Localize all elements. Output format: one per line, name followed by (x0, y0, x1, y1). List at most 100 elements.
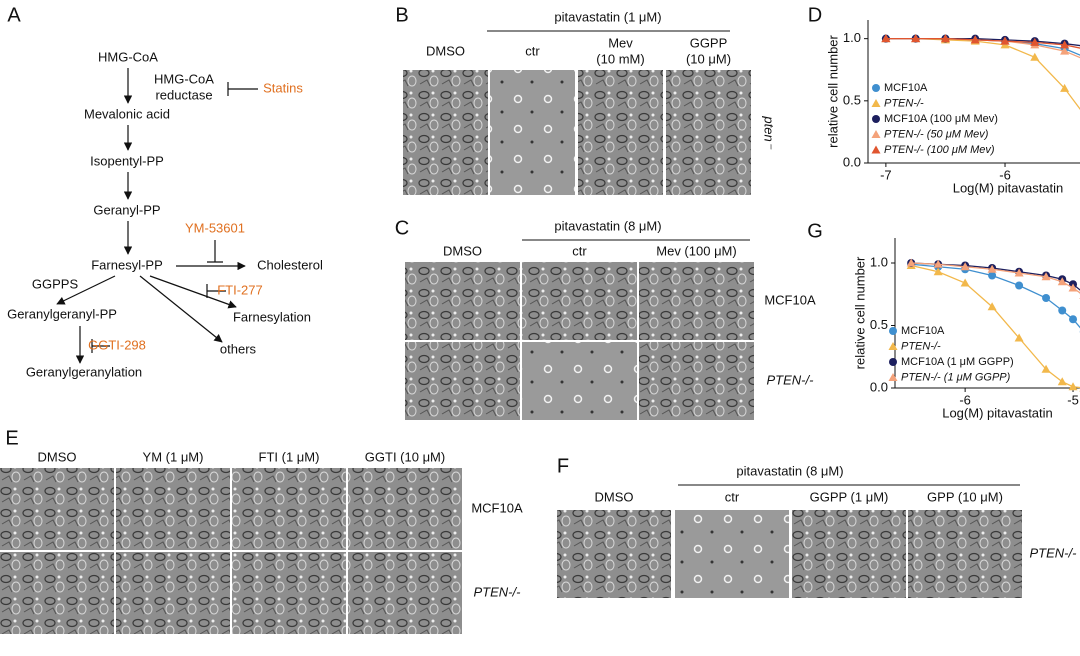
x-tick-label: -7 (880, 167, 892, 182)
pathway-node: others (220, 341, 257, 356)
legend-marker (888, 373, 898, 381)
legend-marker (871, 99, 881, 107)
enzyme-label: HMG-CoA (154, 71, 214, 86)
data-point (1014, 333, 1024, 342)
legend-entry: MCF10A (1 μM GGPP) (901, 356, 1014, 368)
y-tick-label: 0.0 (870, 379, 888, 394)
inhibitor-label: YM-53601 (185, 220, 245, 235)
inhibition-bar (227, 82, 258, 96)
x-tick-label: -6 (999, 167, 1011, 182)
pathway-node: HMG-CoA (98, 49, 158, 64)
micrograph (116, 468, 230, 550)
data-point (1042, 294, 1051, 302)
panel-label: F (557, 455, 569, 477)
pathway-node: Geranyl-PP (93, 202, 160, 217)
legend-entry: PTEN-/- (901, 340, 941, 352)
y-axis-label: relative cell number (852, 256, 867, 369)
data-point (1015, 281, 1024, 290)
column-label: GGTI (10 μM) (365, 449, 445, 464)
row-label: MCF10A (764, 292, 816, 307)
panel-label: G (807, 220, 823, 242)
panel-label: D (808, 4, 822, 26)
inhibition-bar (91, 339, 110, 353)
legend-marker (871, 145, 881, 154)
data-point (1060, 46, 1070, 55)
pathway-diagram (56, 68, 258, 364)
data-point (1068, 382, 1078, 391)
y-tick-label: 0.5 (870, 317, 888, 332)
data-point (987, 302, 997, 311)
data-point (881, 34, 891, 43)
column-label: (10 μM) (686, 51, 731, 66)
y-axis-label: relative cell number (825, 34, 840, 147)
column-label: DMSO (595, 489, 634, 504)
data-point (1030, 37, 1040, 46)
inhibition-bar (206, 284, 226, 298)
x-tick-label: -6 (959, 392, 971, 407)
micrograph (116, 552, 230, 634)
micrograph (792, 510, 906, 598)
column-label: ctr (525, 43, 540, 58)
treatment-label: pitavastatin (1 μM) (554, 9, 661, 24)
treatment-label: pitavastatin (8 μM) (554, 218, 661, 233)
legend-entry: PTEN-/- (100 μM Mev) (884, 144, 995, 156)
data-point (911, 34, 921, 43)
column-label: Mev (608, 35, 633, 50)
legend-entry: MCF10A (100 μM Mev) (884, 113, 998, 125)
micrograph (0, 468, 114, 550)
y-tick-label: 0.0 (843, 154, 861, 169)
micrograph (405, 262, 520, 340)
panel-label: B (395, 4, 408, 26)
panel-label: E (5, 427, 18, 449)
pathway-node: Farnesylation (233, 309, 311, 324)
inhibitor-label: GGTI-298 (88, 337, 146, 352)
enzyme-label: GGPPS (32, 276, 79, 291)
legend-marker (872, 115, 880, 123)
inhibitor-label: FTI-277 (217, 282, 263, 297)
micrograph (666, 70, 751, 195)
row-label: pten⁻ (762, 115, 777, 149)
column-label: DMSO (426, 43, 465, 58)
arrow (56, 275, 116, 305)
data-point (1030, 52, 1040, 61)
y-tick-label: 0.5 (843, 92, 861, 107)
arrow (149, 275, 237, 309)
y-tick-label: 1.0 (843, 30, 861, 45)
pathway-node: Farnesyl-PP (91, 257, 163, 272)
data-point (1060, 83, 1070, 92)
micrograph (639, 342, 754, 420)
y-tick-label: 1.0 (870, 254, 888, 269)
column-label: GPP (10 μM) (927, 489, 1003, 504)
data-point (1000, 36, 1010, 45)
legend-entry: PTEN-/- (1 μM GGPP) (901, 371, 1011, 383)
data-point (960, 278, 970, 287)
column-label: ctr (725, 489, 740, 504)
micrograph (0, 552, 114, 634)
micrograph (232, 552, 346, 634)
micrograph (522, 262, 637, 340)
pathway-node: Geranylgeranyl-PP (7, 306, 117, 321)
inhibition-bar (207, 240, 223, 263)
micrograph (403, 70, 488, 195)
data-point (1014, 268, 1024, 277)
micrograph (348, 552, 462, 634)
fit-line (885, 38, 1080, 49)
column-label: ctr (572, 243, 587, 258)
pathway-node: Geranylgeranylation (26, 364, 142, 379)
data-point (933, 259, 943, 268)
x-axis-label: Log(M) pitavastatin (953, 180, 1064, 195)
x-tick-label: -5 (1067, 392, 1079, 407)
column-label: Mev (100 μM) (656, 243, 736, 258)
data-point (1058, 306, 1067, 315)
column-label: YM (1 μM) (143, 449, 204, 464)
data-point (1057, 277, 1067, 286)
legend-marker (888, 342, 898, 350)
column-label: DMSO (38, 449, 77, 464)
micrograph (578, 70, 663, 195)
data-point (1068, 283, 1078, 292)
micrograph (232, 468, 346, 550)
micrograph (348, 468, 462, 550)
pathway-node: Cholesterol (257, 257, 323, 272)
data-point (1060, 40, 1070, 49)
